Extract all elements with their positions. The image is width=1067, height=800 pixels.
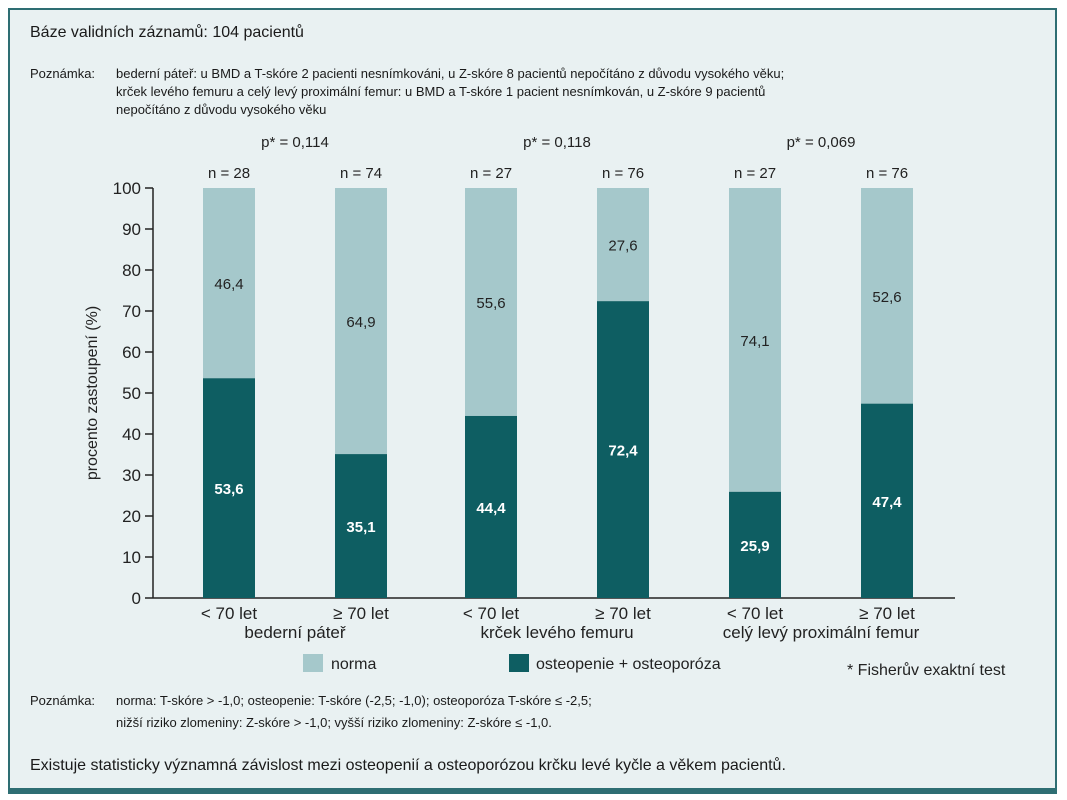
bar-segment-osteo	[335, 454, 387, 598]
y-tick-label: 20	[122, 507, 141, 526]
bottom-rule	[8, 788, 1057, 794]
base-records-text: Báze validních záznamů: 104 pacientů	[30, 24, 304, 41]
p-value-label: p* = 0,114	[261, 134, 329, 151]
footnote-line: norma: T-skóre > -1,0; osteopenie: T-skó…	[116, 693, 592, 708]
x-category-label: < 70 let	[201, 604, 258, 623]
group-label: bederní páteř	[244, 623, 345, 642]
y-axis-title: procento zastoupení (%)	[84, 306, 101, 480]
x-category-label: ≥ 70 let	[859, 604, 915, 623]
footnote-line: nižší riziko zlomeniny: Z-skóre > -1,0; …	[116, 715, 552, 730]
n-label: n = 28	[208, 165, 250, 182]
bar-segment-norma	[335, 188, 387, 455]
conclusion-text: Existuje statisticky významná závislost …	[30, 757, 786, 774]
bar-segment-norma	[729, 188, 781, 492]
y-tick-label: 60	[122, 343, 141, 362]
data-label-norma: 55,6	[476, 295, 505, 312]
x-category-label: ≥ 70 let	[333, 604, 389, 623]
data-label-osteo: 47,4	[872, 494, 902, 511]
legend-swatch-osteo	[509, 654, 529, 672]
x-category-label: < 70 let	[727, 604, 784, 623]
data-label-norma: 74,1	[740, 333, 769, 350]
data-label-osteo: 35,1	[346, 519, 375, 536]
data-label-osteo: 72,4	[608, 443, 638, 460]
footnote-label: Poznámka:	[30, 693, 96, 708]
bar-segment-osteo	[729, 491, 781, 598]
y-tick-label: 100	[113, 179, 141, 198]
y-tick-label: 10	[122, 548, 141, 567]
y-tick-label: 0	[132, 589, 141, 608]
note-line: nepočítáno z důvodu vysokého věku	[116, 102, 327, 117]
data-label-osteo: 53,6	[214, 481, 243, 498]
y-tick-label: 80	[122, 261, 141, 280]
group-label: celý levý proximální femur	[723, 623, 920, 642]
legend-label-norma: norma	[331, 656, 376, 673]
data-label-norma: 52,6	[872, 289, 901, 306]
legend-swatch-norma	[303, 654, 323, 672]
data-label-norma: 64,9	[346, 314, 375, 331]
data-label-norma: 27,6	[608, 238, 637, 255]
bar-segment-osteo	[203, 378, 255, 598]
bar-segment-osteo	[465, 415, 517, 598]
group-label: krček levého femuru	[480, 623, 633, 642]
bar-segment-norma	[465, 188, 517, 416]
y-tick-label: 50	[122, 384, 141, 403]
bar-segment-osteo	[861, 403, 913, 598]
n-label: n = 27	[470, 165, 512, 182]
n-label: n = 74	[340, 165, 382, 182]
y-tick-label: 30	[122, 466, 141, 485]
bar-segment-osteo	[597, 301, 649, 598]
x-category-label: ≥ 70 let	[595, 604, 651, 623]
n-label: n = 27	[734, 165, 776, 182]
bar-segment-norma	[203, 188, 255, 379]
legend-label-osteo: osteopenie + osteoporóza	[536, 656, 721, 673]
data-label-osteo: 25,9	[740, 538, 769, 555]
n-label: n = 76	[602, 165, 644, 182]
bar-segment-norma	[597, 188, 649, 302]
y-tick-label: 70	[122, 302, 141, 321]
p-value-label: p* = 0,069	[787, 134, 856, 151]
data-label-osteo: 44,4	[476, 500, 506, 517]
y-tick-label: 40	[122, 425, 141, 444]
p-value-label: p* = 0,118	[523, 134, 591, 151]
bar-segment-norma	[861, 188, 913, 404]
legend-test-note: * Fisherův exaktní test	[847, 661, 1006, 679]
n-label: n = 76	[866, 165, 908, 182]
x-category-label: < 70 let	[463, 604, 520, 623]
y-tick-label: 90	[122, 220, 141, 239]
note-label: Poznámka:	[30, 66, 96, 81]
note-line: krček levého femuru a celý levý proximál…	[116, 84, 766, 99]
data-label-norma: 46,4	[214, 276, 243, 293]
note-line: bederní páteř: u BMD a T-skóre 2 pacient…	[116, 66, 785, 81]
